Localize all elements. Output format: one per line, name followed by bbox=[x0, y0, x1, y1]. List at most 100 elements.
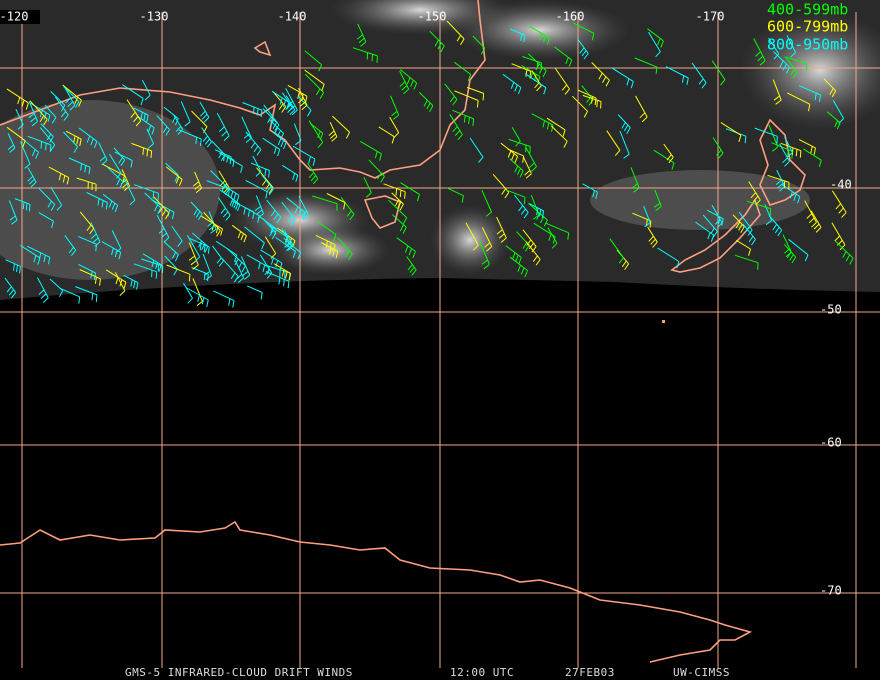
wind-barb bbox=[509, 28, 526, 43]
wind-barb bbox=[133, 107, 149, 122]
wind-barb bbox=[120, 169, 131, 192]
wind-barb bbox=[648, 31, 661, 58]
wind-barb bbox=[188, 237, 210, 254]
wind-barb bbox=[511, 126, 521, 147]
wind-barb bbox=[454, 90, 479, 108]
wind-barb bbox=[63, 131, 79, 153]
wind-barb bbox=[146, 128, 155, 149]
wind-barb bbox=[262, 218, 277, 240]
wind-barb bbox=[577, 38, 589, 60]
wind-barb bbox=[400, 182, 420, 202]
wind-barb bbox=[142, 253, 162, 272]
wind-barb bbox=[40, 123, 54, 143]
wind-barb bbox=[268, 118, 285, 140]
wind-barb bbox=[508, 138, 531, 154]
wind-barb bbox=[788, 238, 809, 262]
wind-barb bbox=[44, 104, 57, 124]
wind-barb bbox=[207, 211, 217, 234]
wind-barb bbox=[50, 91, 66, 112]
wind-barb bbox=[62, 84, 82, 107]
wind-barb bbox=[643, 206, 651, 228]
wind-barb bbox=[391, 192, 404, 211]
wind-barb bbox=[286, 197, 306, 220]
wind-barb bbox=[449, 114, 463, 141]
coastlines bbox=[0, 0, 806, 663]
wind-barb bbox=[317, 221, 337, 242]
wind-barb bbox=[446, 187, 464, 203]
wind-barb bbox=[304, 69, 325, 92]
wind-barb bbox=[180, 101, 191, 127]
wind-barb bbox=[617, 114, 631, 134]
wind-barb bbox=[720, 122, 742, 143]
wind-barb bbox=[28, 101, 39, 127]
wind-barb bbox=[163, 241, 179, 262]
wind-barb bbox=[522, 229, 537, 253]
lon-label: -170 bbox=[696, 10, 725, 24]
wind-barb bbox=[321, 242, 339, 259]
wind-barb bbox=[509, 158, 524, 178]
wind-barb bbox=[359, 140, 382, 161]
legend-entry: 600-799mb bbox=[767, 18, 848, 36]
wind-barb bbox=[396, 237, 416, 259]
wind-barb bbox=[262, 137, 281, 157]
wind-barb bbox=[203, 212, 221, 237]
wind-barb bbox=[577, 89, 597, 106]
wind-barb bbox=[136, 115, 155, 135]
wind-barb bbox=[242, 102, 263, 118]
wind-barb bbox=[647, 226, 658, 248]
wind-barb bbox=[217, 197, 231, 221]
wind-barb bbox=[105, 269, 127, 290]
wind-barb bbox=[38, 212, 54, 229]
wind-barb bbox=[550, 125, 568, 148]
wind-barb bbox=[29, 100, 48, 126]
wind-barb bbox=[201, 127, 213, 148]
wind-barb bbox=[742, 223, 756, 246]
wind-barb bbox=[171, 225, 183, 247]
wind-barb bbox=[390, 95, 400, 120]
lat-label: -40 bbox=[830, 178, 852, 192]
wind-barb bbox=[529, 25, 550, 45]
wind-barb bbox=[507, 148, 525, 163]
wind-barb bbox=[784, 56, 808, 71]
wind-barb bbox=[496, 216, 507, 243]
wind-barb bbox=[654, 189, 662, 211]
wind-barb bbox=[735, 239, 751, 256]
wind-barb bbox=[326, 193, 346, 210]
wind-barb bbox=[244, 226, 265, 250]
footer-time: 12:00 UTC bbox=[450, 666, 514, 679]
wind-barb bbox=[529, 203, 545, 218]
wind-barb bbox=[192, 171, 203, 193]
wind-barb bbox=[165, 166, 183, 186]
wind-barb bbox=[246, 285, 263, 300]
wind-barb bbox=[429, 31, 445, 53]
wind-barb bbox=[787, 92, 811, 112]
wind-barb bbox=[702, 214, 718, 238]
wind-barb bbox=[734, 254, 759, 270]
wind-barb bbox=[86, 192, 108, 210]
wind-barb bbox=[609, 238, 624, 264]
wind-barb bbox=[231, 200, 255, 220]
wind-barb bbox=[337, 237, 353, 261]
wind-barb bbox=[39, 127, 56, 151]
wind-barb bbox=[768, 215, 783, 237]
wind-barb bbox=[186, 234, 201, 263]
wind-barb bbox=[465, 222, 479, 251]
wind-barb bbox=[114, 151, 133, 168]
wind-barb bbox=[287, 84, 308, 104]
wind-barb bbox=[831, 190, 847, 218]
wind-barb bbox=[262, 108, 278, 129]
wind-barb bbox=[141, 258, 164, 274]
footer-title: GMS-5 INFRARED-CLOUD DRIFT WINDS bbox=[125, 666, 353, 679]
wind-barb bbox=[452, 109, 475, 126]
wind-barb bbox=[215, 240, 238, 262]
wind-barb bbox=[775, 169, 786, 192]
wind-barb bbox=[7, 133, 16, 153]
wind-barb bbox=[768, 124, 779, 152]
wind-barb bbox=[606, 130, 621, 156]
wind-barb bbox=[6, 88, 29, 110]
wind-barb bbox=[406, 256, 417, 276]
wind-barb bbox=[502, 73, 522, 95]
wind-barb bbox=[767, 174, 790, 190]
wind-barb bbox=[98, 142, 108, 166]
